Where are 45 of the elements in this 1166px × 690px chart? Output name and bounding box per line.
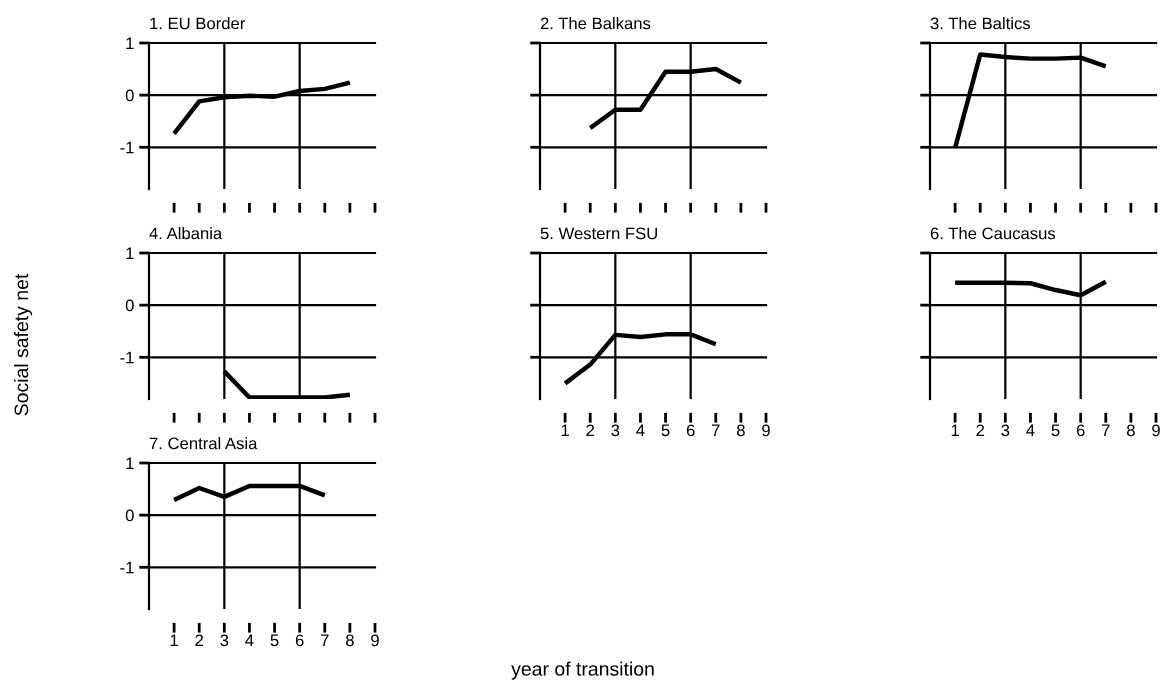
x-tick-label: 8 [736,424,745,437]
x-tick-label: 9 [762,424,770,437]
x-tick-label: 5 [1051,424,1060,437]
y-tick-label: 1 [126,247,134,260]
x-tick-label: 2 [976,424,985,437]
x-tick-label: 3 [1001,424,1010,437]
y-tick-label: -1 [120,141,134,154]
chart-title: 1. EU Border [150,17,246,30]
x-axis-title: year of transition [511,661,654,680]
x-tick-label: 6 [295,634,304,647]
x-tick-label: 1 [561,424,569,437]
x-tick-label: 7 [1102,424,1110,437]
chart-title: 5. Western FSU [540,227,657,240]
x-tick-label: 8 [345,634,354,647]
x-tick-label: 7 [321,634,329,647]
x-tick-label: 2 [195,634,204,647]
y-tick-label: 0 [125,299,134,312]
x-tick-label: 6 [686,424,695,437]
x-tick-label: 9 [371,634,379,647]
x-tick-label: 1 [170,634,178,647]
y-axis-title: Social safety net [13,273,33,416]
chart-title: 4. Albania [149,227,223,240]
x-tick-label: 4 [1026,424,1035,437]
x-tick-label: 4 [245,634,254,647]
x-tick-label: 3 [220,634,229,647]
chart-title: 7. Central Asia [149,437,258,450]
y-tick-label: 0 [125,89,134,102]
y-tick-label: -1 [120,561,134,574]
chart-title: 6. The Caucasus [930,227,1056,240]
x-tick-label: 7 [712,424,720,437]
x-tick-label: 9 [1152,424,1160,437]
chart-title: 3. The Baltics [930,17,1031,30]
x-tick-label: 1 [951,424,959,437]
x-tick-label: 5 [661,424,670,437]
x-tick-label: 4 [636,424,645,437]
x-tick-label: 5 [270,634,279,647]
x-tick-label: 6 [1076,424,1085,437]
x-tick-label: 2 [586,424,595,437]
y-tick-label: 1 [126,457,134,470]
y-tick-label: -1 [120,351,134,364]
x-tick-label: 8 [1126,424,1135,437]
y-tick-label: 0 [125,509,134,522]
chart-title: 2. The Balkans [540,17,651,30]
y-tick-label: 1 [126,37,134,50]
x-tick-label: 3 [611,424,620,437]
